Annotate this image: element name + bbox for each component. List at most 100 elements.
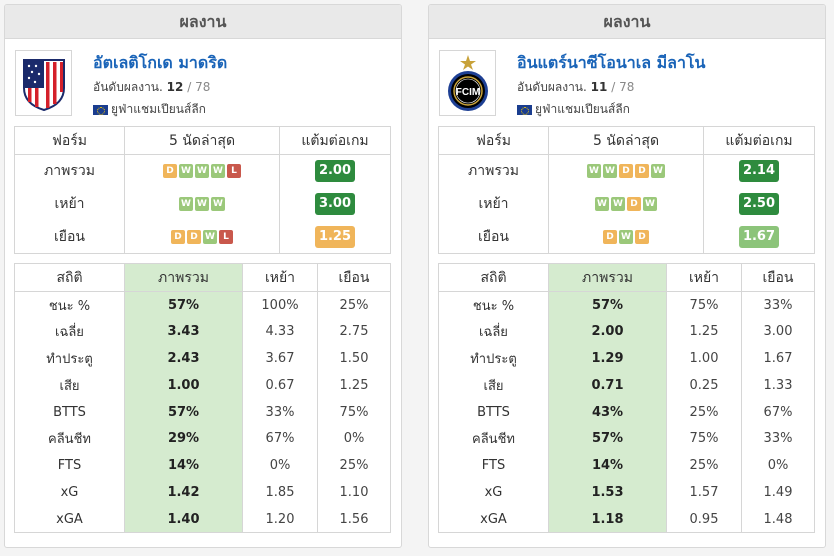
stat-home: 3.67 xyxy=(242,345,318,372)
stats-row: xG 1.42 1.85 1.10 xyxy=(14,479,391,506)
stats-header: สถิติ xyxy=(14,263,125,292)
stat-label: xG xyxy=(438,479,549,506)
result-badge[interactable]: W xyxy=(651,164,665,179)
stat-overall: 57% xyxy=(548,291,667,319)
form-row-label: เยือน xyxy=(14,220,125,254)
eu-flag-icon xyxy=(517,104,532,115)
stat-home: 1.00 xyxy=(666,345,742,372)
stat-overall: 3.43 xyxy=(124,318,243,346)
team-name-link[interactable]: อัตเลติโกเด มาดริด xyxy=(93,53,228,72)
stats-row: xGA 1.40 1.20 1.56 xyxy=(14,505,391,534)
stat-away: 2.75 xyxy=(317,318,391,346)
team-name-link[interactable]: อินแตร์นาซีโอนาเล มีลาโน xyxy=(517,53,706,72)
rank-value: 12 xyxy=(166,80,184,94)
result-badge[interactable]: D xyxy=(187,229,201,244)
stat-label: เสีย xyxy=(14,371,125,399)
stat-home: 0% xyxy=(242,452,318,480)
atletico-madrid-crest-icon[interactable] xyxy=(15,50,72,116)
ppg-header: แต้มต่อเกม xyxy=(279,126,391,155)
stat-label: FTS xyxy=(14,452,125,480)
team-form-panel-inter: ผลงาน FCIM อินแตร์นาซีโอนาเล มีลาโน อันด… xyxy=(428,4,826,548)
stat-away: 1.50 xyxy=(317,345,391,372)
stat-away: 33% xyxy=(741,425,815,453)
stat-away: 25% xyxy=(317,452,391,480)
result-badge[interactable]: W xyxy=(211,164,225,179)
last5-header: 5 นัดล่าสุด xyxy=(548,126,704,155)
home-header: เหย้า xyxy=(666,263,742,292)
stat-overall: 0.71 xyxy=(548,371,667,399)
eu-flag-icon xyxy=(93,104,108,115)
stat-overall: 1.00 xyxy=(124,371,243,399)
result-badge[interactable]: W xyxy=(611,197,625,211)
result-badge[interactable]: W xyxy=(195,164,209,179)
result-badge[interactable]: W xyxy=(595,197,609,211)
stats-row: เฉลี่ย 3.43 4.33 2.75 xyxy=(14,318,391,346)
stat-away: 25% xyxy=(317,291,391,319)
team-info: อัตเลติโกเด มาดริด อันดับผลงาน. 12 / 78 … xyxy=(5,39,401,125)
ppg-badge: 1.25 xyxy=(315,225,355,248)
result-badge[interactable]: L xyxy=(219,229,233,244)
inter-milan-crest-icon[interactable]: FCIM xyxy=(439,50,496,116)
result-badge[interactable]: D xyxy=(635,164,649,179)
result-badge[interactable]: D xyxy=(171,229,185,244)
result-badge[interactable]: W xyxy=(179,197,193,211)
result-badge[interactable]: W xyxy=(195,197,209,211)
stat-overall: 1.18 xyxy=(548,505,667,534)
form-row-label: เหย้า xyxy=(438,187,549,221)
team-info: FCIM อินแตร์นาซีโอนาเล มีลาโน อันดับผลงา… xyxy=(429,39,825,125)
stat-away: 3.00 xyxy=(741,318,815,346)
ppg-badge: 2.50 xyxy=(739,193,779,215)
panel-title: ผลงาน xyxy=(429,5,825,39)
stat-label: BTTS xyxy=(14,398,125,426)
result-badge[interactable]: D xyxy=(635,229,649,244)
stats-row: ชนะ % 57% 75% 33% xyxy=(438,291,815,319)
result-badge[interactable]: W xyxy=(587,164,601,179)
stat-home: 67% xyxy=(242,425,318,453)
stat-label: xGA xyxy=(438,505,549,534)
result-badge[interactable]: W xyxy=(203,229,217,244)
stat-away: 33% xyxy=(741,291,815,319)
stats-row: ทำประตู 2.43 3.67 1.50 xyxy=(14,345,391,372)
stat-home: 1.25 xyxy=(666,318,742,346)
result-badge[interactable]: D xyxy=(627,197,641,211)
stats-row: FTS 14% 25% 0% xyxy=(438,452,815,480)
result-badge[interactable]: W xyxy=(179,164,193,179)
stat-away: 1.25 xyxy=(317,371,391,399)
ppg-header: แต้มต่อเกม xyxy=(703,126,815,155)
result-badge[interactable]: D xyxy=(163,164,177,179)
svg-text:FCIM: FCIM xyxy=(455,87,479,98)
form-row-label: เยือน xyxy=(438,220,549,254)
result-badge[interactable]: W xyxy=(211,197,225,211)
rank-line: อันดับผลงาน. 12 / 78 xyxy=(93,80,211,94)
stats-row: FTS 14% 0% 25% xyxy=(14,452,391,480)
stats-row: ทำประตู 1.29 1.00 1.67 xyxy=(438,345,815,372)
stat-label: คลีนชีท xyxy=(438,425,549,453)
result-badge[interactable]: L xyxy=(227,164,241,179)
stat-away: 67% xyxy=(741,398,815,426)
stat-label: xGA xyxy=(14,505,125,534)
stats-table: สถิติ ภาพรวม เหย้า เยือน ชนะ % 57% 75% 33% เ… xyxy=(438,263,815,534)
stat-label: ชนะ % xyxy=(14,291,125,319)
overall-header: ภาพรวม xyxy=(548,263,667,292)
form-header: ฟอร์ม xyxy=(438,126,549,155)
result-badge[interactable]: W xyxy=(603,164,617,179)
competition-name: ยูฟ่าแชมเปียนส์ลีก xyxy=(111,102,206,116)
stat-home: 0.67 xyxy=(242,371,318,399)
stats-row: เฉลี่ย 2.00 1.25 3.00 xyxy=(438,318,815,346)
stat-label: เฉลี่ย xyxy=(14,318,125,346)
stat-label: เสีย xyxy=(438,371,549,399)
result-badge[interactable]: W xyxy=(619,229,633,244)
form-header: ฟอร์ม xyxy=(14,126,125,155)
stat-home: 1.85 xyxy=(242,479,318,506)
stats-table: สถิติ ภาพรวม เหย้า เยือน ชนะ % 57% 100% 25%… xyxy=(14,263,391,534)
result-badge[interactable]: D xyxy=(619,164,633,179)
result-badge[interactable]: D xyxy=(603,229,617,244)
result-badge[interactable]: W xyxy=(643,197,657,211)
competition-line: ยูฟ่าแชมเปียนส์ลีก xyxy=(517,100,630,119)
stat-label: BTTS xyxy=(438,398,549,426)
